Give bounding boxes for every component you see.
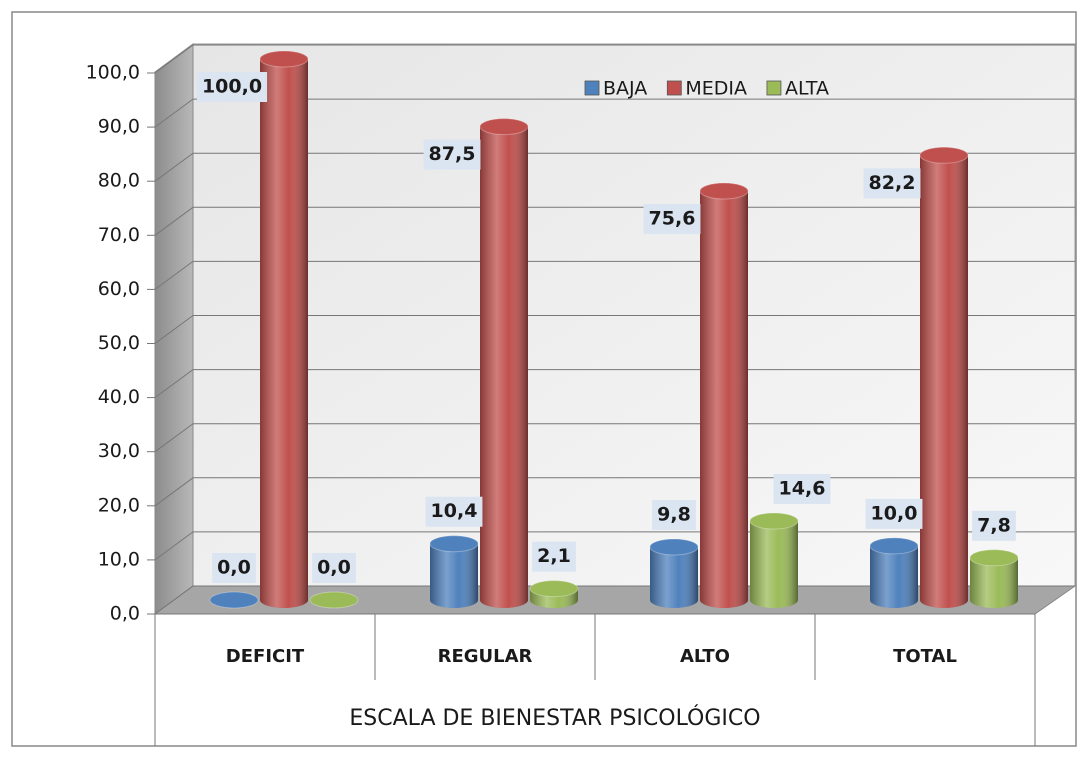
value-label-bg: [865, 498, 923, 529]
value-label-bg: [423, 139, 481, 170]
value-label-bg: [863, 168, 921, 199]
bar-top: [919, 146, 969, 164]
value-label: 10,0: [871, 502, 918, 524]
value-label-bg: [312, 553, 356, 583]
value-label-bg: [532, 541, 576, 572]
y-tick-label: 20,0: [98, 494, 140, 516]
x-tick-label: REGULAR: [438, 646, 533, 667]
value-label-bg: [773, 474, 831, 505]
bar-shade: [700, 183, 748, 608]
value-label: 9,8: [657, 503, 691, 525]
x-axis-title: ESCALA DE BIENESTAR PSICOLÓGICO: [349, 705, 760, 731]
y-tick-label: 70,0: [98, 224, 140, 246]
x-tick-label: TOTAL: [893, 646, 957, 667]
bar-top: [209, 591, 259, 609]
bar-top: [479, 118, 529, 136]
value-label: 2,1: [537, 545, 571, 567]
grid-line: [154, 98, 1075, 128]
bar-top: [749, 512, 799, 530]
bar-top: [869, 537, 919, 555]
value-label-bg: [643, 204, 701, 235]
bar-top: [529, 580, 579, 598]
y-tick-label: 90,0: [98, 116, 140, 138]
value-label-bg: [652, 499, 696, 530]
bar-shade: [260, 51, 308, 608]
bar-shade: [870, 537, 918, 608]
bar-shade: [480, 118, 528, 608]
bar-shade: [920, 147, 968, 608]
bar-top: [309, 591, 359, 609]
legend-swatch: [766, 80, 782, 96]
value-label: 0,0: [217, 557, 251, 579]
grid-line: [154, 369, 1075, 399]
value-label-bg: [972, 510, 1016, 541]
bar-shade: [430, 535, 478, 608]
grid-line: [154, 206, 1075, 236]
grid-line: [154, 44, 1075, 74]
value-label: 7,8: [977, 514, 1011, 536]
y-tick-label: 60,0: [98, 278, 140, 300]
legend-swatch: [666, 80, 682, 96]
bar-shade: [650, 538, 698, 608]
value-label-bg: [212, 553, 256, 583]
grid-line: [154, 152, 1075, 182]
y-tick-label: 80,0: [98, 170, 140, 192]
legend-swatch: [584, 80, 600, 96]
grid-line: [154, 315, 1075, 344]
x-tick-label: ALTO: [680, 646, 730, 667]
value-label: 14,6: [779, 478, 826, 500]
bar-shade: [750, 513, 798, 608]
grid-line: [154, 423, 1075, 453]
y-tick-label: 50,0: [98, 332, 140, 354]
value-label-bg: [425, 496, 483, 527]
bar-top: [699, 182, 749, 200]
y-tick-label: 10,0: [98, 548, 140, 570]
y-tick-label: 0,0: [110, 603, 140, 625]
value-label-bg: [196, 72, 268, 102]
bar-top: [969, 549, 1019, 567]
bar-top: [259, 50, 309, 68]
value-label: 82,2: [869, 172, 916, 194]
value-label: 87,5: [429, 143, 476, 165]
legend-label: MEDIA: [685, 78, 747, 100]
x-tick-label: DEFICIT: [226, 646, 305, 667]
bar-top: [649, 538, 699, 556]
value-label: 0,0: [317, 557, 351, 579]
y-tick-label: 100,0: [86, 62, 140, 84]
bar-top: [429, 535, 479, 553]
value-label: 100,0: [202, 76, 262, 98]
y-tick-label: 30,0: [98, 440, 140, 462]
legend-label: BAJA: [603, 78, 647, 100]
legend-label: ALTA: [785, 78, 829, 100]
value-label: 10,4: [431, 500, 478, 522]
y-tick-label: 40,0: [98, 386, 140, 408]
grid-line: [154, 260, 1075, 290]
value-label: 75,6: [649, 208, 696, 230]
